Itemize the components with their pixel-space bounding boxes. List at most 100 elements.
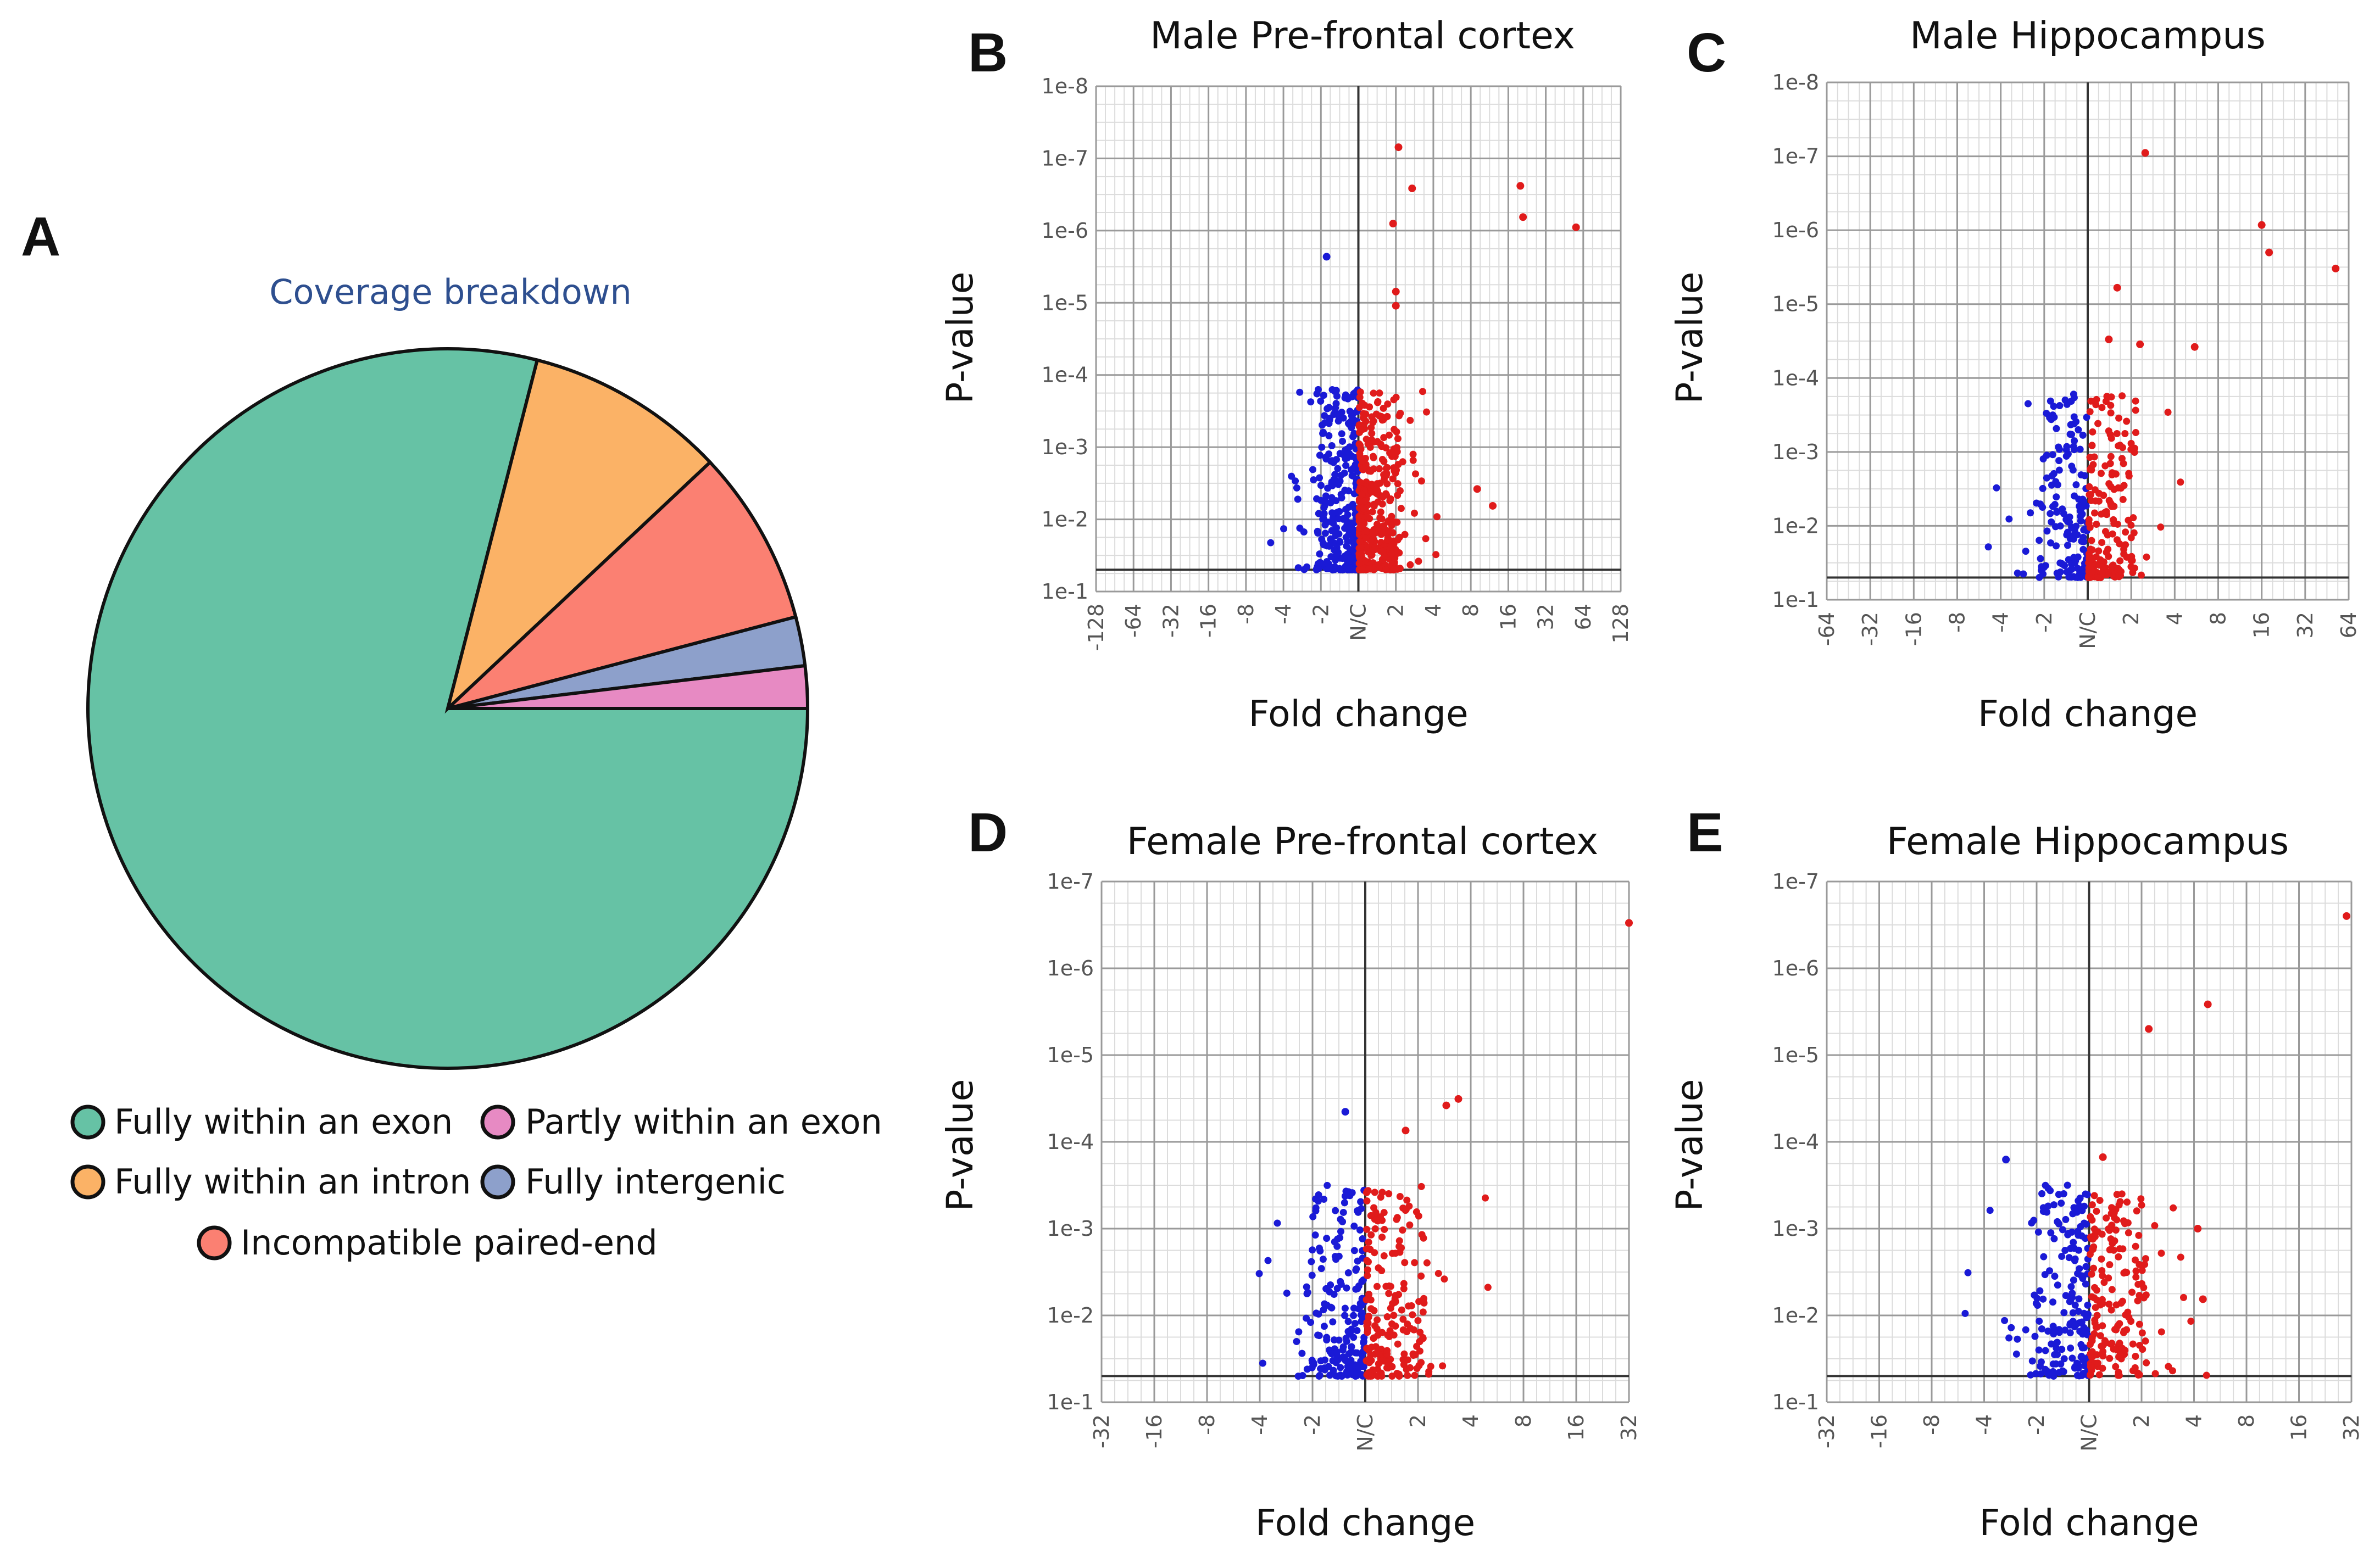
pie-slice-intron xyxy=(444,358,713,714)
x-tick-label: -16 xyxy=(1901,612,1926,646)
point-up xyxy=(2137,571,2145,579)
point-down xyxy=(2071,1364,2079,1372)
y-tick-label: 1e-5 xyxy=(1772,292,1819,316)
point-up xyxy=(1376,412,1383,420)
point-up xyxy=(1382,566,1389,573)
point-down xyxy=(1339,1346,1347,1354)
point-up xyxy=(2123,417,2131,425)
chart-title-b: Male Pre-frontal cortex xyxy=(1150,14,1575,58)
point-down xyxy=(1344,454,1352,461)
point-up xyxy=(1394,536,1402,544)
point-down xyxy=(1344,511,1352,518)
point-down xyxy=(2035,1346,2043,1354)
y-tick-label: 1e-6 xyxy=(1047,956,1094,980)
point-up xyxy=(1364,1272,1371,1280)
point-down xyxy=(1350,1304,1358,1312)
point-up xyxy=(2099,1272,2106,1280)
point-up xyxy=(2086,1371,2094,1379)
point-up xyxy=(1383,1347,1391,1354)
point-down xyxy=(2037,1370,2044,1377)
point-up xyxy=(1360,505,1368,513)
point-down xyxy=(1317,1357,1325,1365)
point-up xyxy=(2113,536,2121,544)
point-down xyxy=(1348,393,1355,401)
point-up xyxy=(1393,444,1401,451)
point-down xyxy=(2059,1367,2066,1375)
point-down xyxy=(1344,1269,1352,1277)
point-down xyxy=(2051,501,2059,509)
y-tick-label: 1e-8 xyxy=(1772,70,1819,94)
point-up xyxy=(1373,486,1381,493)
point-up xyxy=(2121,1268,2129,1276)
point-down xyxy=(2048,518,2055,526)
point-up xyxy=(2115,1201,2123,1209)
point-up xyxy=(1374,398,1382,405)
y-tick-label: 1e-7 xyxy=(1772,869,1819,894)
legend-item-partly-exon: Partly within an exon xyxy=(480,1102,882,1142)
point-down xyxy=(2036,1287,2044,1295)
point-up xyxy=(2093,1296,2101,1304)
point-down xyxy=(2070,1276,2077,1284)
point-up xyxy=(2090,1264,2098,1272)
point-down xyxy=(1310,476,1317,484)
point-up xyxy=(2115,1369,2122,1376)
point-up xyxy=(1384,400,1392,408)
point-down xyxy=(2070,1245,2078,1252)
point-down xyxy=(2038,1325,2045,1333)
point-down xyxy=(1341,525,1349,532)
point-up xyxy=(1412,470,1420,478)
point-down xyxy=(2062,452,2070,460)
point-down xyxy=(2043,1208,2050,1216)
point-up xyxy=(2089,568,2097,576)
point-down xyxy=(1283,1290,1291,1297)
point-up xyxy=(1355,512,1363,520)
y-tick-label: 1e-6 xyxy=(1772,956,1819,980)
y-axis-title-d: P-value xyxy=(939,1079,981,1212)
point-down xyxy=(1337,472,1345,479)
point-up xyxy=(1380,1209,1388,1217)
point-down xyxy=(2053,570,2061,577)
point-down xyxy=(1320,1306,1327,1314)
point-up xyxy=(1401,1259,1409,1267)
point-up xyxy=(2098,510,2105,518)
x-tick-label: -16 xyxy=(1197,604,1221,638)
point-down xyxy=(2005,515,2013,523)
point-up xyxy=(1393,1215,1400,1223)
point-down xyxy=(2014,569,2021,577)
point-up xyxy=(1386,1327,1394,1335)
point-down xyxy=(2051,1273,2059,1280)
point-up xyxy=(1375,465,1383,472)
point-down xyxy=(2068,1290,2076,1297)
y-tick-label: 1e-2 xyxy=(1047,1303,1094,1328)
point-up xyxy=(2106,1354,2114,1362)
point-up xyxy=(1363,1225,1371,1233)
point-down xyxy=(1324,405,1331,412)
point-down xyxy=(1359,1235,1366,1243)
point-down xyxy=(2043,451,2050,459)
point-up xyxy=(2098,1255,2105,1263)
point-up xyxy=(2088,1337,2096,1345)
point-up xyxy=(1396,1193,1404,1201)
point-highlight xyxy=(2002,1156,2010,1164)
point-down xyxy=(1274,1219,1281,1227)
point-down xyxy=(1327,536,1334,543)
point-down xyxy=(1336,1234,1344,1242)
point-down xyxy=(2049,451,2056,459)
point-up xyxy=(1404,1371,1411,1379)
point-up xyxy=(1385,1290,1393,1297)
point-down xyxy=(1336,566,1344,573)
point-down xyxy=(1329,514,1337,522)
point-highlight xyxy=(2194,1225,2202,1232)
point-up xyxy=(2132,429,2139,437)
point-down xyxy=(2075,1197,2082,1204)
point-up xyxy=(1375,1351,1383,1358)
point-up xyxy=(2131,564,2138,572)
point-up xyxy=(2088,1201,2096,1209)
point-up xyxy=(2108,1286,2116,1293)
point-down xyxy=(2039,484,2047,492)
point-down xyxy=(1336,507,1343,515)
point-down xyxy=(1321,502,1328,510)
point-up xyxy=(1386,1282,1393,1290)
point-up xyxy=(1406,416,1414,424)
point-down xyxy=(2070,1204,2078,1212)
